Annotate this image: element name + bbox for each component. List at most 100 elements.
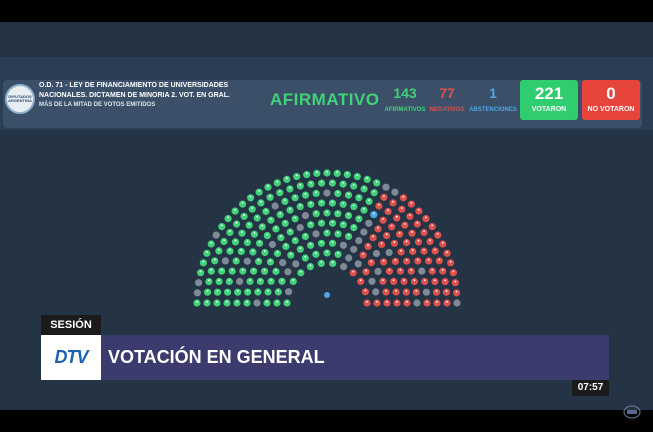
- broadcast-clock: 07:57: [572, 380, 609, 396]
- seat-afirmativo: [282, 242, 290, 250]
- lower-third-title: VOTACIÓN EN GENERAL: [108, 347, 325, 367]
- seat-negativo: [385, 267, 393, 275]
- seat-negativo: [408, 229, 416, 237]
- seat-afirmativo: [276, 189, 284, 197]
- seat-afirmativo: [224, 215, 232, 223]
- seat-afirmativo: [199, 259, 207, 267]
- seat-negativo: [390, 277, 398, 285]
- seat-ausente: [350, 245, 358, 253]
- seat-afirmativo: [365, 197, 373, 205]
- seat-ausente: [355, 237, 363, 245]
- seat-afirmativo: [307, 221, 315, 229]
- seat-negativo: [410, 277, 418, 286]
- seat-ausente: [212, 231, 220, 239]
- seat-afirmativo: [329, 259, 337, 267]
- seat-afirmativo: [261, 248, 269, 257]
- seat-afirmativo: [350, 203, 358, 211]
- seat-afirmativo: [233, 299, 241, 307]
- seat-afirmativo: [317, 259, 325, 267]
- seat-afirmativo: [261, 267, 269, 275]
- seat-negativo: [453, 289, 461, 297]
- seat-afirmativo: [215, 247, 223, 255]
- seat-afirmativo: [215, 277, 223, 286]
- seat-afirmativo: [334, 189, 342, 198]
- seat-ausente: [354, 260, 362, 268]
- seat-negativo: [383, 299, 391, 307]
- seat-afirmativo: [255, 257, 263, 265]
- seat-afirmativo: [239, 267, 247, 275]
- negativos-value: 77: [439, 85, 455, 101]
- seat-hemicycle: [193, 169, 461, 307]
- seat-afirmativo: [363, 175, 371, 183]
- seat-negativo: [362, 268, 370, 276]
- seat-afirmativo: [257, 199, 265, 207]
- seat-negativo: [443, 249, 451, 257]
- seat-negativo: [375, 202, 383, 210]
- seat-afirmativo: [243, 299, 251, 307]
- seat-ausente: [418, 267, 426, 275]
- seat-afirmativo: [250, 230, 258, 238]
- seat-negativo: [380, 258, 388, 266]
- seat-negativo: [403, 238, 411, 247]
- seat-negativo: [391, 257, 399, 265]
- seat-afirmativo: [250, 267, 258, 275]
- no-votaron-value: 0: [606, 84, 616, 103]
- seat-negativo: [406, 212, 414, 220]
- seat-afirmativo: [273, 179, 281, 187]
- seat-afirmativo: [344, 212, 353, 220]
- seat-negativo: [388, 223, 396, 231]
- seat-afirmativo: [303, 171, 311, 179]
- law-title: O.D. 71 - LEY DE FINANCIAMIENTO DE UNIVE…: [39, 82, 230, 99]
- votaron-box: 221 VOTARON: [520, 80, 578, 120]
- seat-ausente: [193, 289, 201, 297]
- seat-negativo: [425, 257, 433, 265]
- majority-label: Más de la mitad de votos emitidos: [39, 102, 156, 108]
- seat-negativo: [431, 247, 439, 255]
- seat-afirmativo: [296, 245, 304, 253]
- seat-afirmativo: [256, 239, 264, 247]
- seat-ausente: [385, 248, 393, 257]
- seat-ausente: [372, 288, 380, 296]
- seat-afirmativo: [264, 288, 272, 296]
- seat-afirmativo: [234, 288, 242, 296]
- seat-afirmativo: [262, 207, 270, 216]
- seat-afirmativo: [263, 232, 271, 240]
- seat-ausente: [279, 259, 287, 267]
- seat-afirmativo: [207, 240, 215, 248]
- seat-negativo: [428, 223, 436, 231]
- seat-afirmativo: [267, 277, 275, 285]
- seat-negativo: [414, 238, 423, 246]
- seat-afirmativo: [238, 229, 246, 237]
- seat-negativo: [451, 279, 459, 287]
- seat-afirmativo: [323, 249, 331, 257]
- seat-afirmativo: [301, 191, 310, 199]
- no-votaron-box: 0 NO VOTARON: [582, 80, 640, 120]
- seat-afirmativo: [266, 258, 274, 266]
- seat-ausente: [391, 188, 399, 196]
- watermark-icon: [622, 402, 642, 420]
- seat-negativo: [379, 277, 387, 285]
- seat-negativo: [433, 299, 441, 307]
- seat-afirmativo: [350, 182, 358, 190]
- seat-afirmativo: [296, 203, 304, 211]
- seat-afirmativo: [218, 223, 226, 231]
- seat-negativo: [374, 225, 382, 233]
- seat-negativo: [447, 259, 455, 267]
- seat-negativo: [401, 221, 409, 229]
- negativos-label: NEGATIVOS: [429, 107, 465, 113]
- seat-ausente: [284, 268, 292, 276]
- seat-ausente: [453, 299, 461, 307]
- negativos-count: 77 NEGATIVOS: [428, 84, 466, 114]
- logo-text: DIPUTADOS ARGENTINA: [8, 94, 32, 103]
- seat-afirmativo: [334, 250, 342, 258]
- seat-negativo: [407, 200, 415, 208]
- seat-afirmativo: [277, 234, 285, 242]
- seat-afirmativo: [253, 214, 261, 222]
- seat-afirmativo: [233, 220, 241, 228]
- seat-negativo: [441, 278, 449, 286]
- seat-negativo: [359, 251, 367, 259]
- seat-ausente: [312, 230, 320, 238]
- seat-negativo: [403, 299, 411, 307]
- seat-negativo: [420, 247, 428, 255]
- seat-ausente: [422, 288, 430, 296]
